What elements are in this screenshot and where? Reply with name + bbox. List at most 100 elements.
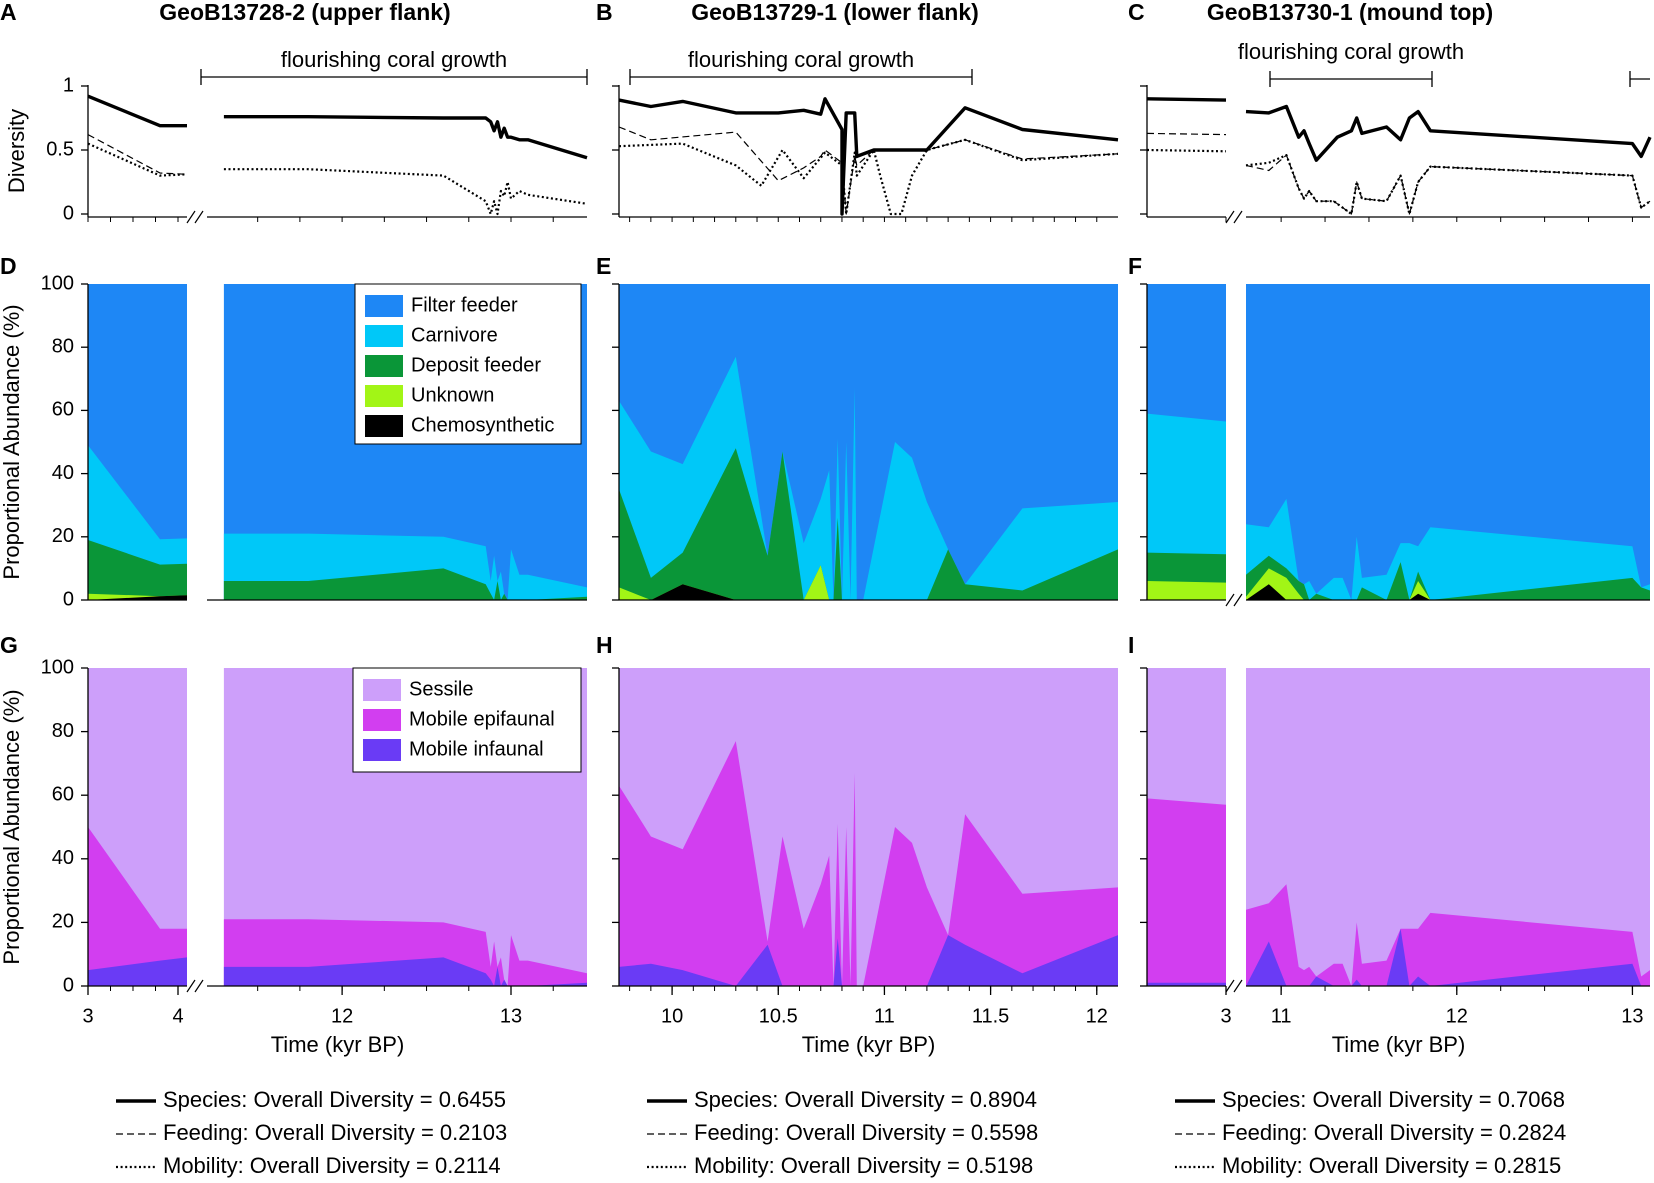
- legend-swatch: [365, 295, 403, 317]
- diversity-panel: [1140, 85, 1652, 224]
- feeding-diversity-line: [618, 126, 1119, 215]
- y-tick-label: 40: [52, 847, 74, 869]
- diversity-summary: Species: Overall Diversity = 0.8904 Feedi…: [647, 1087, 1038, 1178]
- mobility-panel: [1140, 667, 1650, 993]
- diversity-panel: [612, 85, 1119, 218]
- panel-letter-mobility: G: [0, 632, 18, 658]
- x-tick-label: 4: [172, 1005, 183, 1027]
- feeding-panel: 0 20 40 60 80 100: [41, 272, 587, 610]
- summary-text: Mobility: Overall Diversity = 0.5198: [694, 1153, 1033, 1178]
- y-tick-label: 60: [52, 783, 74, 805]
- area-deposit: [88, 540, 187, 600]
- growth-bracket: [629, 69, 973, 85]
- panel-letter-diversity: C: [1128, 0, 1145, 25]
- area-infa: [223, 957, 587, 986]
- x-axis-ticks: 3 11 12 13: [1220, 217, 1644, 1027]
- col-a: GeoB13728-2 (upper flank) A D Gflourishing …: [0, 0, 588, 1178]
- panel-letter-diversity: A: [0, 0, 17, 25]
- feeding-diversity-line: [1245, 154, 1651, 215]
- diversity-panel: 00.51: [46, 74, 588, 224]
- y-tick-label: 0: [63, 202, 74, 224]
- y-tick-label: 0: [63, 974, 74, 996]
- x-tick-label: 10.5: [759, 1005, 798, 1027]
- y-tick-label: 0: [63, 588, 74, 610]
- panel-letter-feeding: F: [1128, 253, 1142, 279]
- x-axis-label: Time (kyr BP): [1332, 1032, 1466, 1057]
- x-tick-label: 12: [1086, 1005, 1108, 1027]
- x-tick-label: 12: [331, 1005, 353, 1027]
- mobility-diversity-line: [1245, 154, 1651, 216]
- x-tick-label: 13: [500, 1005, 522, 1027]
- y-tick-label: 0.5: [46, 138, 74, 160]
- x-tick-label: 11: [1271, 1005, 1292, 1027]
- legend-swatch: [365, 325, 403, 347]
- area-epi: [1246, 884, 1650, 986]
- col-b: GeoB13729-1 (lower flank) B E Hflourishing …: [596, 0, 1119, 1178]
- growth-bracket: [200, 69, 588, 85]
- x-tick-label: 3: [82, 1005, 93, 1027]
- x-axis-label: Time (kyr BP): [271, 1032, 405, 1057]
- axis-break: [1225, 593, 1243, 607]
- summary-text: Feeding: Overall Diversity = 0.2824: [1222, 1120, 1566, 1145]
- y-tick-label: 1: [63, 74, 74, 96]
- area-chemo: [619, 584, 1118, 600]
- diversity-axis-label: Diversity: [4, 109, 29, 193]
- legend-label: Carnivore: [411, 324, 498, 346]
- growth-bracket-2: [1629, 71, 1650, 87]
- growth-bracket: [1269, 71, 1433, 87]
- feeding-panel: [1140, 283, 1650, 607]
- panel-letter-diversity: B: [596, 0, 613, 25]
- legend-label: Chemosynthetic: [411, 414, 554, 436]
- feeding-legend: Filter feeder Carnivore Deposit feeder Unkn…: [354, 283, 582, 445]
- legend-label: Sessile: [409, 678, 473, 700]
- summary-text: Feeding: Overall Diversity = 0.2103: [163, 1120, 507, 1145]
- panel-title: GeoB13729-1 (lower flank): [691, 0, 979, 25]
- species-diversity-line: [223, 114, 588, 160]
- mobility-diversity-line: [87, 142, 188, 177]
- legend-label: Mobile infaunal: [409, 738, 544, 760]
- feeding-axis-label: Proportional Abundance (%): [0, 304, 24, 579]
- summary-text: Species: Overall Diversity = 0.8904: [694, 1087, 1037, 1112]
- panel-letter-mobility: H: [596, 632, 613, 658]
- diversity-summary: Species: Overall Diversity = 0.7068 Feedi…: [1175, 1087, 1566, 1178]
- y-tick-label: 100: [41, 272, 74, 294]
- area-infa: [88, 957, 187, 986]
- species-diversity-line: [618, 97, 1119, 216]
- panel-letter-feeding: E: [596, 253, 611, 279]
- axis-break: [1225, 979, 1243, 993]
- x-axis-ticks: 3 4 12 13: [82, 217, 554, 1027]
- y-tick-label: 20: [52, 911, 74, 933]
- axis-break: [186, 979, 204, 993]
- area-deposit: [619, 448, 1118, 600]
- area-deposit: [223, 568, 587, 600]
- area-unknown: [1246, 568, 1650, 600]
- summary-text: Feeding: Overall Diversity = 0.5598: [694, 1120, 1038, 1145]
- panel-title: GeoB13728-2 (upper flank): [159, 0, 450, 25]
- y-tick-label: 60: [52, 399, 74, 421]
- panel-letter-mobility: I: [1128, 632, 1134, 658]
- summary-text: Mobility: Overall Diversity = 0.2114: [163, 1153, 501, 1178]
- y-tick-label: 80: [52, 720, 74, 742]
- y-tick-label: 20: [52, 525, 74, 547]
- legend-label: Mobile epifaunal: [409, 708, 555, 730]
- area-epi: [619, 741, 1118, 986]
- legend-swatch: [363, 739, 401, 761]
- mobility-diversity-line: [1146, 148, 1227, 153]
- diversity-summary: Species: Overall Diversity = 0.6455 Feedi…: [116, 1087, 507, 1178]
- area-chemo: [88, 595, 187, 600]
- panel-title: GeoB13730-1 (mound top): [1207, 0, 1493, 25]
- x-tick-label: 3: [1220, 1005, 1231, 1027]
- x-tick-label: 13: [1621, 1005, 1643, 1027]
- area-infa: [1147, 982, 1226, 986]
- area-epi: [88, 827, 187, 986]
- feeding-panel: [612, 283, 1118, 601]
- x-axis-label: Time (kyr BP): [802, 1032, 936, 1057]
- mobility-axis-label: Proportional Abundance (%): [0, 689, 24, 964]
- y-tick-label: 40: [52, 462, 74, 484]
- species-diversity-line: [1245, 104, 1652, 162]
- x-tick-label: 11.5: [972, 1005, 1009, 1027]
- summary-text: Species: Overall Diversity = 0.7068: [1222, 1087, 1565, 1112]
- species-diversity-line: [87, 94, 187, 128]
- mobility-diversity-line: [223, 168, 588, 216]
